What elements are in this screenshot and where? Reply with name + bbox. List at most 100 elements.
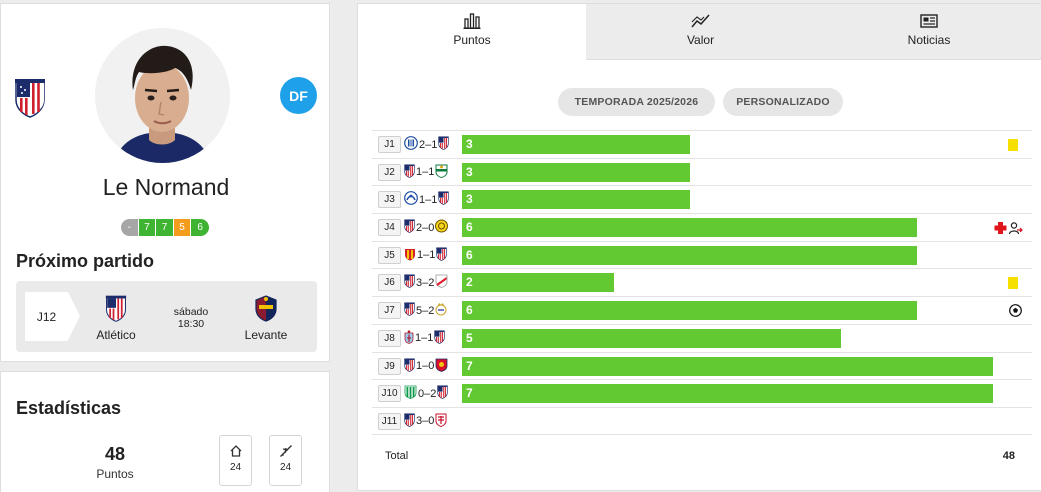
- goal-ball-icon: [1009, 304, 1022, 318]
- atletico-crest-icon: [434, 330, 446, 347]
- points-bar-label: 6: [466, 247, 473, 262]
- match-result: 1–1: [404, 191, 450, 208]
- match-score: 1–1: [419, 193, 438, 206]
- atletico-crest-icon: [404, 164, 415, 181]
- match-row[interactable]: J4 2–0 6: [372, 213, 1032, 241]
- away-team[interactable]: Levante: [231, 295, 301, 342]
- bar-chart-icon: [463, 13, 481, 29]
- home-points-box[interactable]: 24: [219, 435, 252, 486]
- season-filter-button[interactable]: TEMPORADA 2025/2026: [558, 88, 715, 116]
- home-icon: [230, 445, 241, 457]
- yellow-card-icon: [1008, 139, 1018, 151]
- atletico-crest-icon: [437, 385, 449, 402]
- yellow-card-icon: [1008, 277, 1018, 290]
- match-score: 2–0: [416, 221, 435, 234]
- match-score: 1–1: [415, 332, 434, 345]
- match-score: 3–0: [416, 415, 435, 428]
- atletico-crest-icon: [436, 247, 448, 264]
- round-label: J3: [378, 191, 401, 209]
- points-bar-label: 3: [466, 192, 473, 207]
- points-bar: 3: [462, 190, 690, 210]
- match-hour: 18:30: [177, 318, 205, 330]
- osasuna-crest-icon: [435, 358, 448, 375]
- tab-valor-label: Valor: [686, 33, 715, 47]
- atletico-crest-icon: [404, 413, 415, 430]
- match-row[interactable]: J7 5–2 6: [372, 296, 1032, 324]
- match-score: 1–1: [416, 166, 435, 179]
- away-team-name: Levante: [244, 328, 288, 342]
- match-result: 0–2: [404, 385, 449, 402]
- points-bar-label: 7: [466, 386, 473, 401]
- atletico-crest-icon: [404, 219, 415, 236]
- points-bar: 5: [462, 328, 842, 348]
- atletico-crest-icon: [438, 136, 450, 153]
- round-label: J8: [378, 329, 401, 347]
- newspaper-icon: [920, 14, 938, 28]
- rayo-crest-icon: [435, 274, 448, 291]
- points-bar-label: 2: [466, 275, 473, 290]
- points-bar: 3: [462, 162, 690, 182]
- form-cell: 7: [156, 219, 174, 236]
- match-day: sábado: [173, 306, 209, 318]
- match-result: 3–2: [404, 274, 448, 291]
- match-score: 3–2: [416, 276, 435, 289]
- match-row[interactable]: J1 2–1 3: [372, 130, 1032, 158]
- match-result: 2–1: [404, 136, 450, 153]
- match-row[interactable]: J9 1–0 7: [372, 351, 1032, 380]
- tab-valor[interactable]: Valor: [586, 4, 815, 60]
- match-score: 0–2: [418, 387, 437, 400]
- round-badge-arrow: [68, 292, 80, 340]
- total-points: 48 Puntos: [65, 444, 165, 481]
- real-madrid-crest-icon: [435, 302, 447, 319]
- away-points-value: 24: [279, 462, 292, 473]
- next-match-title: Próximo partido: [16, 251, 155, 271]
- match-score: 1–0: [416, 360, 435, 372]
- next-match-card[interactable]: J12 Atlético sábado 18:30: [16, 281, 317, 352]
- points-bar: 3: [462, 135, 690, 154]
- away-points-box[interactable]: 24: [269, 435, 302, 486]
- player-name: Le Normand: [102, 174, 230, 200]
- form-cell: -: [121, 219, 139, 236]
- tab-puntos[interactable]: Puntos: [358, 4, 586, 60]
- stats-card: Estadísticas 48 Puntos 24 24: [0, 371, 330, 492]
- atletico-crest-icon: [404, 302, 415, 319]
- points-bar-label: 3: [466, 164, 473, 179]
- points-bar-label: 6: [466, 303, 473, 318]
- points-bar: 6: [462, 245, 918, 265]
- home-team[interactable]: Atlético: [81, 295, 151, 342]
- total-label: Total: [385, 450, 409, 462]
- round-badge: J12: [25, 292, 68, 341]
- match-row[interactable]: J10 0–2 7: [372, 379, 1032, 407]
- match-datetime: sábado 18:30: [156, 306, 226, 330]
- stats-title: Estadísticas: [16, 398, 122, 418]
- round-label: J11: [378, 412, 401, 430]
- match-score: 2–1: [419, 138, 438, 151]
- home-points-value: 24: [229, 462, 242, 473]
- match-result: 1–1: [404, 164, 448, 181]
- match-row[interactable]: J11 3–0: [372, 406, 1032, 435]
- alaves-crest-icon: [404, 191, 418, 208]
- match-row[interactable]: J6 3–2 2: [372, 268, 1032, 296]
- custom-filter-button[interactable]: PERSONALIZADO: [723, 88, 843, 116]
- atletico-crest-icon: [404, 274, 415, 291]
- betis-crest-icon: [404, 385, 417, 402]
- tab-noticias[interactable]: Noticias: [815, 4, 1041, 60]
- match-row[interactable]: J2 1–1 3: [372, 157, 1032, 186]
- tab-puntos-label: Puntos: [453, 33, 491, 47]
- trend-line-icon: [690, 14, 710, 28]
- form-cell: 5: [173, 219, 192, 236]
- round-label: J9: [378, 357, 401, 375]
- atletico-crest-icon: [438, 191, 450, 208]
- match-row[interactable]: J8 1–1 5: [372, 323, 1032, 352]
- match-score: 5–2: [416, 304, 435, 317]
- form-cell: 6: [191, 219, 209, 236]
- match-row[interactable]: J3 1–1 3: [372, 185, 1032, 213]
- points-panel: Puntos Valor Noticias TEMPORADA 2025/202…: [357, 3, 1041, 491]
- points-bar: 6: [462, 218, 918, 238]
- points-bar: 7: [462, 356, 993, 376]
- match-result: 5–2: [404, 302, 447, 319]
- team-crest-icon[interactable]: [14, 78, 46, 118]
- injury-substitution-icon: [994, 221, 1024, 235]
- match-row[interactable]: J5 1–1 6: [372, 240, 1032, 269]
